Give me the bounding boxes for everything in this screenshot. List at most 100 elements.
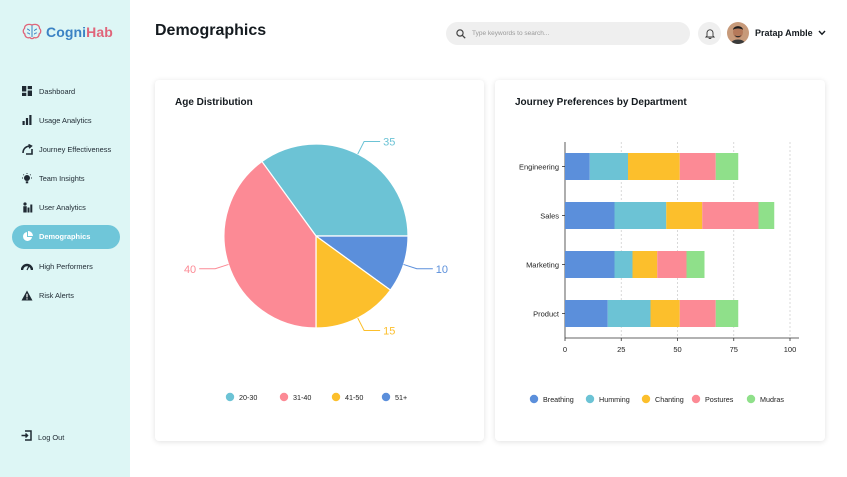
pie-slice-41-50[interactable] [315,234,392,329]
legend-item-31-40[interactable]: 31-40 [279,392,312,402]
x-tick-label: 50 [673,345,681,354]
bar-segment-sales-mudras[interactable] [758,202,775,229]
journey-preferences-card: Journey Preferences by Department 0 25 50 7… [495,80,825,441]
bar-segment-marketing-humming[interactable] [614,251,633,278]
page-title: Demographics [155,22,267,39]
age-distribution-card: Age Distribution 35 10 15 40 20-30 31-40 41-50… [155,80,484,441]
legend-item-breathing[interactable]: Breathing [529,394,574,404]
legend-item-20-30[interactable]: 20-30 [225,392,258,402]
lightbulb-icon [21,172,33,185]
legend-item-41-50[interactable]: 41-50 [331,392,364,402]
sidebar-item-label: User Analytics [39,203,86,213]
logo-suffix: Hab [86,24,113,40]
gauge-icon [21,260,33,272]
logout-button[interactable]: Log Out [12,425,64,449]
legend-item-51[interactable]: 51+ [381,392,407,402]
legend-item-mudras[interactable]: Mudras [746,394,785,404]
sidebar-item-risk-alerts[interactable]: Risk Alerts [12,283,120,307]
bar-segment-sales-humming[interactable] [614,202,667,229]
bar-segment-sales-breathing[interactable] [565,202,615,229]
sidebar-item-label: Dashboard [39,86,76,96]
bar-segment-product-breathing[interactable] [565,300,608,327]
legend-swatch [691,394,701,404]
y-tick-label: Sales [540,212,559,221]
sidebar-item-label: Demographics [39,232,91,242]
legend-swatch [641,394,651,404]
journey-preferences-bar-chart: 0 25 50 75 100 Engineering Sales Marketing Produ… [519,142,799,404]
legend-label: 31-40 [293,393,311,402]
search-input[interactable] [472,30,672,37]
legend-item-chanting[interactable]: Chanting [641,394,684,404]
legend-swatch [529,394,539,404]
sidebar: CogniHab Dashboard Usage Analytics Journ… [0,0,130,477]
brain-logo-icon [22,23,42,40]
sidebar-item-label: Team Insights [39,174,85,184]
logo[interactable]: CogniHab [22,23,113,41]
sidebar-item-journey-effectiveness[interactable]: Journey Effectiveness [12,137,120,161]
notifications-button[interactable] [698,22,721,45]
sidebar-item-label: Journey Effectiveness [39,144,112,154]
avatar[interactable] [727,22,749,44]
pie-chart-icon [21,231,33,243]
chevron-down-icon[interactable] [818,30,826,36]
age-distribution-title: Age Distribution [175,97,253,108]
bar-segment-product-chanting[interactable] [650,300,680,327]
legend-label: Chanting [655,395,684,404]
legend-swatch [331,392,341,402]
sidebar-item-label: High Performers [39,261,93,271]
pie-slice-31-40[interactable] [223,160,317,329]
age-distribution-pie-chart: 35 10 15 40 20-30 31-40 41-50 51+ [184,137,448,402]
sidebar-item-team-insights[interactable]: Team Insights [12,167,120,191]
bar-segment-engineering-breathing[interactable] [565,153,590,180]
bar-segment-marketing-breathing[interactable] [565,251,615,278]
legend-item-postures[interactable]: Postures [691,394,734,404]
bar-segment-marketing-chanting[interactable] [632,251,658,278]
sidebar-item-demographics[interactable]: Demographics [12,224,120,249]
legend-label: 20-30 [239,393,257,402]
sidebar-item-user-analytics[interactable]: User Analytics [12,196,120,220]
bar-segment-product-postures[interactable] [679,300,716,327]
bar-segment-engineering-humming[interactable] [589,153,628,180]
legend-item-humming[interactable]: Humming [585,394,630,404]
logout-icon [21,428,32,446]
bar-segment-sales-chanting[interactable] [666,202,703,229]
sidebar-item-usage-analytics[interactable]: Usage Analytics [12,108,120,132]
bar-chart-icon [21,114,33,126]
pie-leader-line [199,263,229,270]
pie-data-label: 40 [184,264,196,276]
bar-segment-marketing-mudras[interactable] [686,251,705,278]
sidebar-item-label: Usage Analytics [39,115,92,125]
y-tick-label: Marketing [526,261,559,270]
logo-prefix: Cogni [46,24,87,40]
bell-icon [704,29,715,39]
bar-segment-engineering-mudras[interactable] [715,153,739,180]
bar-segment-marketing-postures[interactable] [657,251,687,278]
legend-swatch [279,392,289,402]
user-menu[interactable]: Pratap Amble [727,22,826,44]
pie-leader-line [357,317,381,331]
user-chart-icon [21,202,33,214]
journey-icon [21,143,33,155]
bar-segment-engineering-postures[interactable] [679,153,716,180]
bar-segment-product-humming[interactable] [607,300,651,327]
logo-text: CogniHab [46,24,113,40]
bar-segment-engineering-chanting[interactable] [628,153,680,180]
pie-leader-line [403,263,433,270]
legend-label: Humming [599,395,630,404]
search-bar[interactable] [446,22,690,45]
sidebar-item-label: Risk Alerts [39,290,74,300]
legend-swatch [381,392,391,402]
bar-segment-product-mudras[interactable] [715,300,739,327]
sidebar-item-dashboard[interactable]: Dashboard [12,79,120,103]
pie-leader-line [357,141,381,155]
legend-label: 51+ [395,393,407,402]
y-tick-label: Engineering [519,163,559,172]
pie-slice-20-30[interactable] [261,143,409,237]
bar-segment-sales-postures[interactable] [702,202,759,229]
search-icon [456,28,466,39]
legend-label: Breathing [543,395,574,404]
sidebar-item-high-performers[interactable]: High Performers [12,254,120,278]
pie-data-label: 35 [383,137,395,149]
x-tick-label: 25 [617,345,625,354]
